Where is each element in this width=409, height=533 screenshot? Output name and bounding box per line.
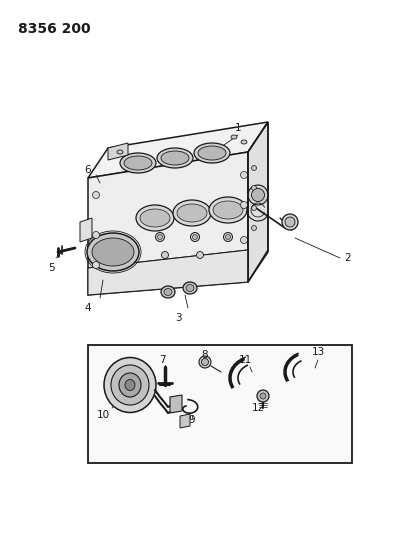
Text: 1: 1 [234,123,241,133]
Polygon shape [170,395,182,413]
Ellipse shape [251,166,256,171]
Ellipse shape [193,143,229,163]
Ellipse shape [201,359,208,366]
Ellipse shape [92,191,99,198]
Text: 10: 10 [96,410,109,420]
Ellipse shape [124,156,152,170]
Ellipse shape [182,282,196,294]
Ellipse shape [198,146,225,160]
Text: 4: 4 [85,303,91,313]
Ellipse shape [157,235,162,239]
Ellipse shape [284,217,294,227]
Ellipse shape [190,232,199,241]
Polygon shape [247,122,267,282]
Text: 13: 13 [310,347,324,357]
Ellipse shape [161,151,189,165]
Ellipse shape [230,135,236,139]
Ellipse shape [281,214,297,230]
Ellipse shape [251,185,256,190]
Ellipse shape [209,197,246,223]
Text: 9: 9 [188,415,195,425]
Text: 5: 5 [49,263,55,273]
Ellipse shape [251,225,256,230]
Ellipse shape [240,172,247,179]
Polygon shape [88,250,247,295]
Text: 3: 3 [174,313,181,323]
Ellipse shape [240,237,247,244]
Ellipse shape [157,148,193,168]
Ellipse shape [139,209,170,227]
Ellipse shape [251,206,256,211]
Ellipse shape [119,373,141,397]
Ellipse shape [240,140,246,144]
Ellipse shape [87,233,139,271]
Text: 6: 6 [85,165,91,175]
Ellipse shape [155,232,164,241]
Ellipse shape [117,150,123,154]
Ellipse shape [223,232,232,241]
Polygon shape [180,414,189,428]
Bar [88,345,351,463]
Ellipse shape [247,185,267,205]
Ellipse shape [92,262,99,269]
Ellipse shape [136,205,173,231]
Ellipse shape [161,252,168,259]
Ellipse shape [177,204,207,222]
Ellipse shape [256,390,268,402]
Text: 8356 200: 8356 200 [18,22,90,36]
Text: 12: 12 [251,403,264,413]
Polygon shape [88,122,267,178]
Ellipse shape [125,379,135,391]
Text: 7: 7 [158,355,165,365]
Ellipse shape [92,238,134,266]
Ellipse shape [259,393,265,399]
Text: 2: 2 [344,253,351,263]
Text: 11: 11 [238,355,251,365]
Ellipse shape [186,285,193,292]
Polygon shape [80,218,92,242]
Ellipse shape [161,286,175,298]
Ellipse shape [173,200,211,226]
Ellipse shape [198,356,211,368]
Ellipse shape [120,153,155,173]
Ellipse shape [225,235,230,239]
Ellipse shape [213,201,243,219]
Ellipse shape [92,231,99,238]
Ellipse shape [164,288,172,295]
Ellipse shape [251,189,264,201]
Text: 8: 8 [201,350,208,360]
Ellipse shape [240,201,247,208]
Polygon shape [88,152,247,295]
Ellipse shape [196,252,203,259]
Polygon shape [108,143,128,160]
Ellipse shape [192,235,197,239]
Ellipse shape [104,358,155,413]
Ellipse shape [111,365,148,405]
